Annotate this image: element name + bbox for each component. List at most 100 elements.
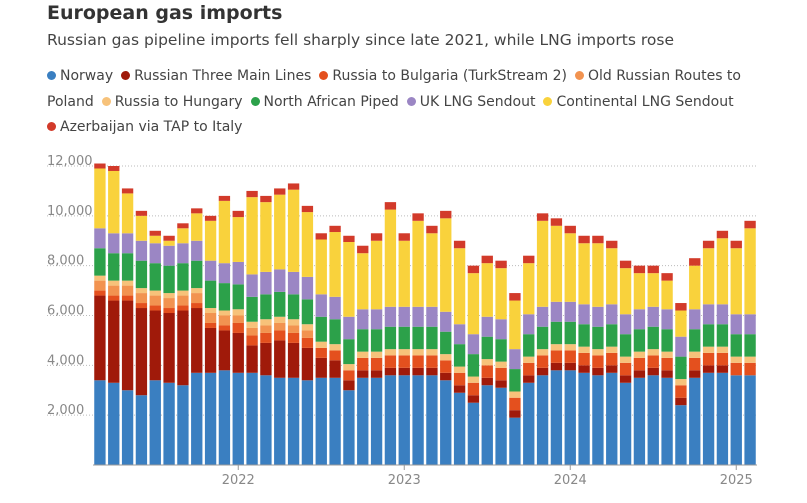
bar-segment: [108, 295, 120, 301]
bar-segment: [675, 303, 687, 311]
bar-segment: [744, 220, 756, 229]
bar-segment: [716, 352, 729, 366]
bar-segment: [384, 349, 397, 356]
bar-segment: [343, 241, 355, 317]
bar-segment: [370, 370, 383, 378]
bar-segment: [536, 349, 549, 356]
bar-segment: [149, 235, 161, 244]
bar-segment: [730, 334, 742, 357]
bar-segment: [218, 263, 231, 284]
bar-segment: [412, 306, 424, 327]
bar-segment: [329, 296, 341, 320]
bar-segment: [633, 377, 646, 465]
bar-segment: [204, 220, 217, 261]
bar-segment: [523, 382, 535, 465]
bar-segment: [606, 346, 618, 353]
bar-segment: [702, 346, 715, 353]
legend-label: Old Russian Routes to Poland: [47, 68, 741, 110]
bar-segment: [536, 326, 549, 350]
legend-swatch: [574, 71, 584, 80]
legend-label: Azerbaijan via TAP to Italy: [60, 119, 243, 135]
bar-segment: [274, 330, 286, 341]
bar-segment: [343, 235, 355, 242]
bar-segment: [592, 349, 604, 356]
bar-segment: [384, 355, 397, 368]
bar-segment: [453, 248, 466, 325]
bar-segment: [218, 283, 231, 311]
bar-segment: [467, 376, 480, 383]
bar-segment: [274, 194, 286, 270]
legend-label: UK LNG Sendout: [419, 93, 536, 110]
bar-segment: [94, 290, 106, 296]
bar-segment: [135, 260, 148, 289]
bar-segment: [440, 210, 452, 219]
legend-item: Old Russian Routes to Poland: [47, 68, 741, 110]
bar-segment: [191, 372, 203, 465]
bar-segment: [135, 395, 148, 465]
bar-segment: [108, 233, 120, 254]
bar-segment: [218, 200, 231, 264]
bar-segment: [633, 273, 646, 310]
bar-segment: [647, 273, 659, 307]
bar-segment: [675, 336, 687, 357]
bar-segment: [661, 351, 673, 358]
bar-segment: [592, 306, 604, 327]
bar-segment: [398, 233, 410, 241]
bar-segment: [453, 366, 466, 373]
bar-segment: [661, 280, 673, 310]
bar-segment: [495, 268, 507, 320]
bar-segment: [716, 346, 729, 353]
bar-segment: [315, 341, 327, 348]
bar-segment: [301, 337, 314, 348]
bar-segment: [481, 316, 493, 337]
bar-segment: [426, 306, 438, 327]
bar-segment: [633, 265, 646, 274]
bar-segment: [135, 293, 148, 304]
bar-segment: [343, 316, 355, 340]
bar-segment: [647, 265, 659, 274]
bar-segment: [94, 280, 106, 291]
y-tick-label: 2,000: [47, 403, 84, 418]
bar-segment: [730, 248, 742, 315]
bar-segment: [343, 380, 355, 391]
bar-segment: [675, 356, 687, 380]
bar-segment: [440, 331, 452, 355]
legend-swatch: [319, 71, 329, 80]
bar-segment: [509, 391, 521, 398]
bar-segment: [592, 235, 604, 244]
bar-segment: [398, 349, 410, 356]
bar-segment: [301, 276, 314, 300]
bar-segment: [108, 166, 120, 171]
bar-segment: [509, 397, 521, 411]
bar-segment: [647, 355, 659, 368]
bar-segment: [592, 243, 604, 307]
bar-segment: [287, 294, 300, 320]
bar-segment: [191, 303, 203, 309]
bar-segment: [191, 308, 203, 373]
bar-segment: [550, 370, 563, 465]
bar-segment: [675, 397, 687, 406]
bar-segment: [246, 321, 258, 328]
bar-segment: [412, 213, 424, 221]
legend-swatch: [47, 71, 56, 80]
chart-subtitle: Russian gas pipeline imports fell sharpl…: [47, 31, 674, 49]
bar-segment: [412, 220, 424, 307]
bar-segment: [523, 314, 535, 335]
bar-segment: [274, 269, 286, 292]
bar-segment: [274, 322, 286, 331]
bar-segment: [730, 362, 742, 376]
bar-segment: [315, 294, 327, 317]
bar-segment: [177, 295, 189, 306]
bar-segment: [564, 370, 576, 465]
bar-segment: [287, 342, 300, 378]
bar-segment: [94, 168, 106, 229]
bar-segment: [467, 382, 480, 396]
bar-segment: [633, 309, 646, 330]
bar-segment: [647, 306, 659, 327]
y-tick-label: 4,000: [47, 353, 84, 368]
bar-segment: [287, 271, 300, 295]
bar-segment: [232, 210, 244, 218]
bar-segment: [509, 293, 521, 301]
bar-segment: [440, 380, 452, 465]
bar-segment: [149, 290, 161, 296]
